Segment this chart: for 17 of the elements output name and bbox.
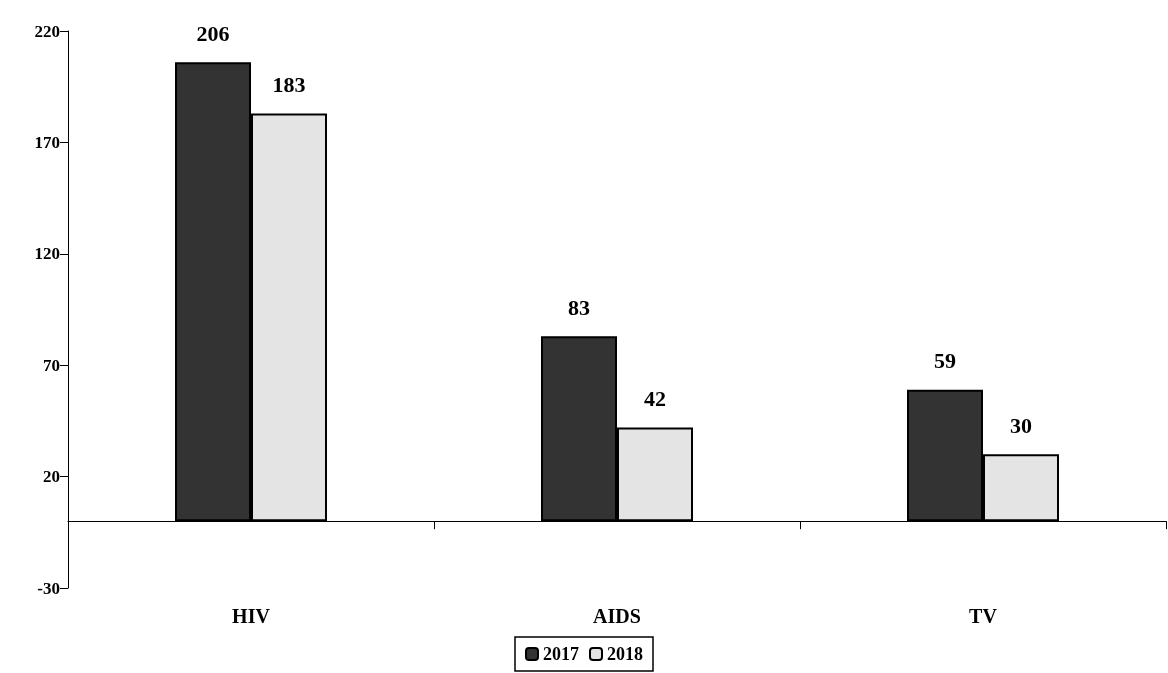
data-label: 30	[1010, 412, 1032, 438]
y-tick-label: -30	[37, 578, 60, 598]
legend-label: 2017	[543, 644, 579, 664]
y-tick-label: 170	[34, 132, 60, 152]
y-tick-label: 120	[34, 244, 60, 264]
data-label: 59	[934, 348, 956, 374]
x-tick-label: AIDS	[593, 605, 641, 627]
data-label: 183	[272, 71, 306, 97]
y-tick-label: 70	[43, 355, 60, 375]
data-label: 83	[568, 294, 590, 320]
data-label: 206	[196, 20, 230, 46]
legend-label: 2018	[607, 644, 643, 664]
y-tick-label: 220	[34, 21, 60, 41]
x-tick-label: HIV	[232, 605, 271, 627]
data-label: 42	[644, 386, 666, 412]
y-tick-label: 20	[43, 467, 60, 487]
x-tick-label: TV	[969, 605, 998, 627]
